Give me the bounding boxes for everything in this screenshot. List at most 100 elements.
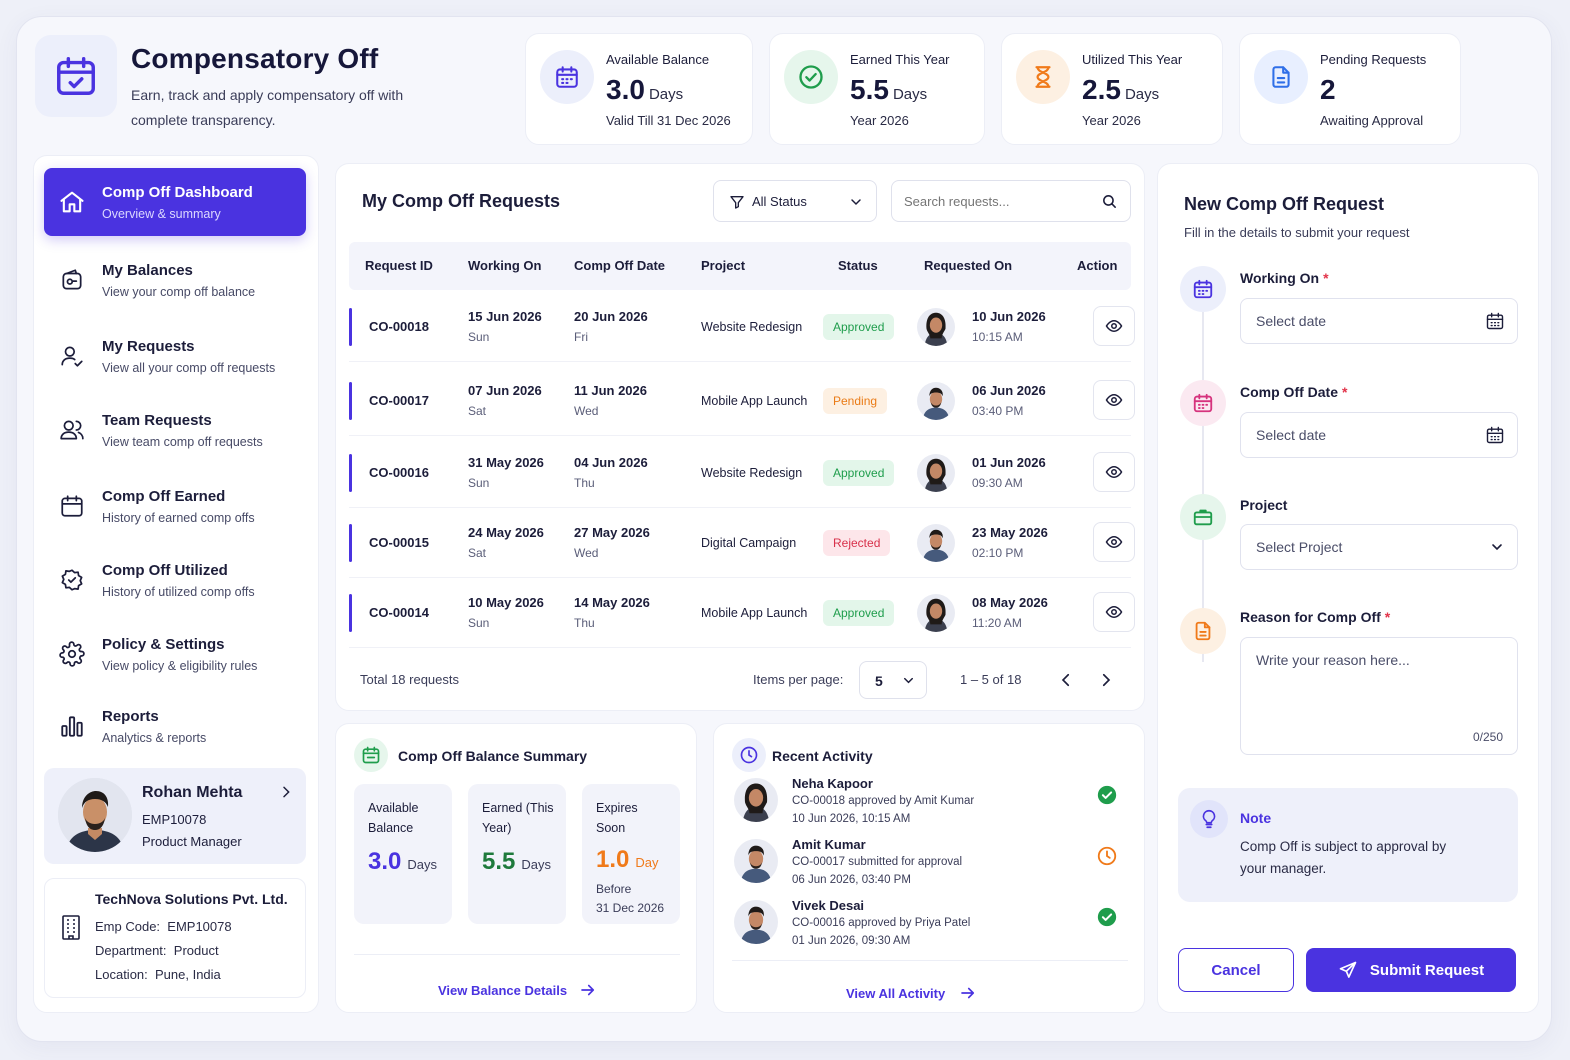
arrow-right-icon [579, 981, 597, 999]
table-row[interactable]: CO-00018 15 Jun 2026 Sun 20 Jun 2026 Fri… [349, 292, 1135, 362]
sidebar-item-dashboard[interactable]: Comp Off Dashboard Overview & summary [44, 168, 306, 236]
activity-time: 06 Jun 2026, 03:40 PM [792, 874, 911, 886]
row-accent-bar [349, 454, 352, 492]
view-button[interactable] [1093, 522, 1135, 562]
view-all-activity-link[interactable]: View All Activity [846, 984, 977, 1002]
tile-value: 3.0 [368, 848, 402, 875]
prev-page-button[interactable] [1057, 671, 1075, 689]
working-on-date-field[interactable]: Select date [1240, 298, 1518, 344]
search-icon[interactable] [1101, 193, 1118, 210]
activity-item[interactable]: Neha Kapoor CO-00018 approved by Amit Ku… [732, 776, 1128, 834]
stat-sub: Year 2026 [1082, 113, 1141, 128]
table-row[interactable]: CO-00014 10 May 2026 Sun 14 May 2026 Thu… [349, 578, 1135, 648]
next-page-button[interactable] [1097, 671, 1115, 689]
sidebar-item-my-requests[interactable]: My Requests View all your comp off reques… [44, 322, 306, 390]
project-name: Digital Campaign [701, 536, 797, 550]
eye-icon [1105, 603, 1123, 621]
activity-text: CO-00017 submitted for approval [792, 856, 963, 868]
request-id[interactable]: CO-00017 [369, 393, 429, 408]
page-title: Compensatory Off [131, 43, 379, 74]
comp-off-date-field[interactable]: Select date [1240, 412, 1518, 458]
status-filter-dropdown[interactable]: All Status [713, 180, 877, 222]
view-button[interactable] [1093, 306, 1135, 346]
items-per-page-label: Items per page: [753, 672, 844, 687]
sidebar-item-label: Team Requests [102, 411, 212, 429]
gear-icon [58, 640, 86, 668]
tile-unit: Days [521, 857, 551, 872]
sidebar-item-my-balances[interactable]: My Balances View your comp off balance [44, 246, 306, 314]
profile-role: Product Manager [142, 834, 242, 849]
search-box[interactable] [891, 180, 1131, 222]
cancel-button[interactable]: Cancel [1178, 948, 1294, 992]
submit-request-button[interactable]: Submit Request [1306, 948, 1516, 992]
avatar [917, 454, 955, 492]
status-filter-value: All Status [752, 194, 807, 209]
sidebar-item-comp-off-utilized[interactable]: Comp Off Utilized History of utilized com… [44, 546, 306, 614]
request-id[interactable]: CO-00016 [369, 465, 429, 480]
search-input[interactable] [904, 191, 1094, 211]
avatar [58, 778, 132, 852]
view-button[interactable] [1093, 452, 1135, 492]
items-per-page-value: 5 [875, 673, 883, 689]
stat-label: Earned This Year [850, 52, 950, 67]
view-balance-details-link[interactable]: View Balance Details [438, 981, 597, 999]
profile-name: Rohan Mehta [142, 784, 243, 801]
sidebar-item-comp-off-earned[interactable]: Comp Off Earned History of earned comp of… [44, 472, 306, 540]
working-on-day: Sun [468, 616, 490, 630]
sidebar-item-reports[interactable]: Reports Analytics & reports [44, 692, 306, 760]
activity-name: Neha Kapoor [792, 776, 873, 791]
project-select[interactable]: Select Project [1240, 524, 1518, 570]
status-badge: Rejected [823, 530, 891, 556]
sidebar-item-label: My Balances [102, 261, 193, 279]
emp-code-label: Emp Code: [95, 919, 161, 934]
table-row[interactable]: CO-00015 24 May 2026 Sat 27 May 2026 Wed… [349, 508, 1135, 578]
request-id[interactable]: CO-00015 [369, 535, 429, 550]
activity-time: 01 Jun 2026, 09:30 AM [792, 935, 911, 947]
reason-textarea[interactable]: Write your reason here... 0/250 [1240, 637, 1518, 755]
requested-time: 03:40 PM [972, 404, 1024, 418]
clock-icon [1096, 845, 1118, 867]
col-project: Project [701, 258, 746, 273]
sidebar-item-label: Reports [102, 707, 159, 725]
sidebar-item-team-requests[interactable]: Team Requests View team comp off requests [44, 396, 306, 464]
view-button[interactable] [1093, 380, 1135, 420]
project-name: Website Redesign [701, 466, 803, 480]
stat-unit: Days [892, 86, 928, 103]
stat-label: Utilized This Year [1082, 52, 1183, 67]
new-request-form: New Comp Off Request Fill in the details… [1157, 163, 1539, 1013]
chevron-down-icon [1489, 539, 1505, 555]
calendar-picker-icon[interactable] [1485, 311, 1505, 331]
project-placeholder: Select Project [1256, 539, 1343, 555]
note-text: Comp Off is subject to approval by your … [1240, 839, 1447, 876]
user-profile-card[interactable]: Rohan Mehta EMP10078 Product Manager [44, 768, 306, 864]
chevron-right-icon [278, 784, 294, 800]
available-balance-tile: Available Balance 3.0 Days [354, 784, 452, 924]
requested-date: 06 Jun 2026 [972, 383, 1046, 398]
items-per-page-select[interactable]: 5 [859, 661, 927, 699]
project-name: Mobile App Launch [701, 606, 808, 620]
row-accent-bar [349, 382, 352, 420]
table-row[interactable]: CO-00017 07 Jun 2026 Sat 11 Jun 2026 Wed… [349, 366, 1135, 436]
request-id[interactable]: CO-00014 [369, 605, 429, 620]
avatar [917, 594, 955, 632]
stat-pending-requests: Pending Requests 2 Awaiting Approval [1239, 33, 1461, 145]
calendar-icon [1180, 266, 1226, 312]
sidebar-item-sub: View your comp off balance [102, 284, 256, 299]
note-title: Note [1240, 810, 1272, 826]
status-badge: Approved [823, 314, 895, 340]
project-label: Project [1240, 497, 1288, 513]
request-id[interactable]: CO-00018 [369, 319, 429, 334]
form-title: New Comp Off Request [1184, 194, 1385, 214]
view-button[interactable] [1093, 592, 1135, 632]
activity-item[interactable]: Amit Kumar CO-00017 submitted for approv… [732, 837, 1128, 895]
calendar-picker-icon[interactable] [1485, 425, 1505, 445]
table-row[interactable]: CO-00016 31 May 2026 Sun 04 Jun 2026 Thu… [349, 438, 1135, 508]
department: Product [173, 943, 219, 958]
sidebar-item-policy-settings[interactable]: Policy & Settings View policy & eligibili… [44, 620, 306, 688]
avatar [917, 382, 955, 420]
location: Pune, India [155, 967, 221, 982]
calendar-icon [354, 738, 388, 772]
app-window: Compensatory Off Earn, track and apply c… [16, 16, 1552, 1042]
comp-off-day: Fri [574, 330, 588, 344]
activity-item[interactable]: Vivek Desai CO-00016 approved by Priya P… [732, 898, 1128, 956]
